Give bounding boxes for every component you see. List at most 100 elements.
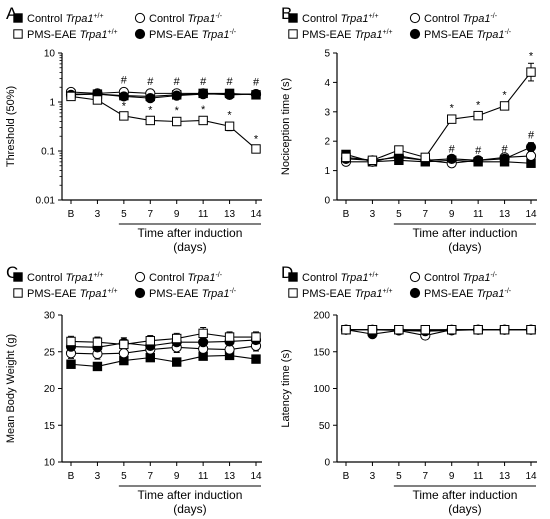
legend-marker [13,29,23,39]
x-axis-label: Time after induction [412,226,517,240]
significance-star: * [227,110,232,122]
data-point [341,152,351,163]
legend-label: PMS-EAE Trpa1-/- [149,29,237,41]
data-point [66,91,76,102]
x-tick-label: 14 [250,209,262,220]
chart-d: D Control Trpa1+/+ Control Trpa1-/-PMS-EAE… [280,263,537,516]
legend-label: PMS-EAE Trpa1-/- [149,288,237,300]
legend-marker [134,271,146,283]
x-tick-label: 13 [499,209,511,220]
x-tick-label: 7 [423,471,429,482]
x-tick-label: 5 [396,209,402,220]
legend-marker [288,29,298,39]
x-tick-label: 11 [198,471,209,482]
legend-label: PMS-EAE Trpa1+/+ [27,288,118,300]
y-tick-label: 20 [44,384,56,395]
significance-star: * [148,105,153,117]
data-point [525,141,537,153]
y-tick-label: 0 [324,196,330,207]
x-axis-label: Time after induction [412,488,517,502]
y-tick-label: 15 [44,421,56,432]
legend-label: Control Trpa1+/+ [27,13,104,25]
y-tick-label: 50 [319,421,331,432]
panel-a: A Control Trpa1+/+ Control Trpa1-/- PMS-EAE… [0,0,275,259]
significance-hash: # [502,143,509,155]
x-axis-label: Time after induction [137,226,242,240]
x-tick-label: 9 [174,209,180,220]
data-point [473,155,484,166]
data-point [118,91,129,102]
legend-marker [134,28,146,40]
legend-marker [288,288,298,298]
y-tick-label: 1 [49,98,55,109]
y-axis-label: Latency time (s) [280,349,292,427]
y-axis-label: Nociception time (s) [280,78,292,175]
chart-b: B Control Trpa1+/+ Control Trpa1-/- PMS-EAE… [280,4,537,254]
data-point [251,354,261,364]
x-tick-label: 3 [95,471,101,482]
data-point [119,111,129,121]
data-point [394,145,404,155]
legend-marker [409,271,421,283]
x-tick-label: 14 [525,209,537,220]
data-point [499,101,510,111]
data-point [420,152,430,163]
y-tick-label: 100 [313,384,330,395]
legend-marker [13,272,23,282]
data-point [473,110,483,121]
legend-label: PMS-EAE Trpa1+/+ [27,29,118,41]
data-point [420,325,430,335]
y-tick-label: 150 [313,347,330,358]
y-tick-label: 1 [324,166,330,177]
data-point [447,325,457,335]
legend-marker [13,13,23,23]
x-tick-label: 11 [198,209,209,220]
legend-marker [288,13,298,23]
legend-marker [13,288,23,298]
legend-label: PMS-EAE Trpa1+/+ [302,288,393,300]
x-tick-label: 7 [148,209,154,220]
legend-marker [288,272,298,282]
x-tick-label: 5 [121,471,127,482]
significance-star: * [476,100,481,112]
panel-b: B Control Trpa1+/+ Control Trpa1-/- PMS-EAE… [275,0,550,259]
x-tick-label: B [68,209,75,220]
x-axis-unit: (days) [448,240,481,254]
data-point [341,325,351,335]
x-tick-label: 14 [250,471,262,482]
panel-c: C Control Trpa1+/+ Control Trpa1-/- PMS-EAE… [0,259,275,519]
chart-a: A Control Trpa1+/+ Control Trpa1-/-PMS-EAE… [5,4,262,254]
y-tick-label: 10 [44,458,56,469]
data-point [198,337,209,348]
data-point [145,93,156,104]
legend-marker [409,12,421,24]
x-tick-label: 7 [148,471,154,482]
data-point [525,150,537,161]
data-point [118,348,129,359]
data-point [172,116,182,127]
legend-label: PMS-EAE Trpa1-/- [424,29,512,41]
data-point [251,332,261,342]
data-point [171,90,182,101]
legend-label: Control Trpa1-/- [424,13,498,25]
data-point [250,88,262,100]
data-point [499,153,510,164]
data-point [119,339,129,350]
data-point [224,121,235,131]
y-tick-label: 0.01 [36,196,56,207]
y-tick-label: 200 [313,311,330,322]
data-point [367,155,378,166]
significance-star: * [502,89,507,101]
legend-label: Control Trpa1-/- [424,272,498,284]
data-point [172,333,182,344]
x-tick-label: 7 [423,209,429,220]
data-point [224,88,235,100]
significance-hash: # [475,145,482,157]
significance-star: * [175,105,180,117]
legend-marker [134,12,146,24]
x-tick-label: 3 [95,209,101,220]
significance-star: * [201,104,206,116]
x-tick-label: 3 [370,471,376,482]
significance-star: * [450,103,455,115]
x-tick-label: 11 [473,209,484,220]
